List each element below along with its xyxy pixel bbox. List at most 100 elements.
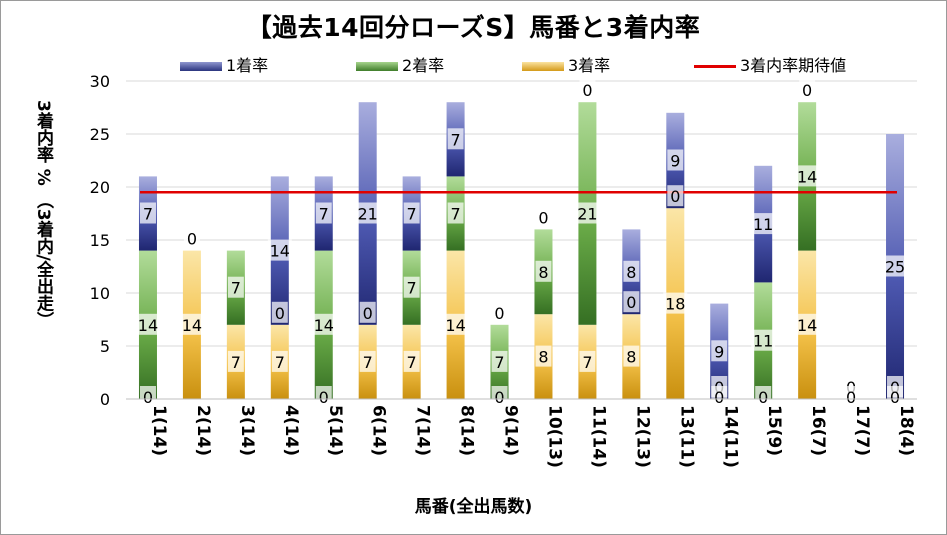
data-label-plate	[535, 345, 552, 367]
x-tick-label: 3(14)	[237, 405, 257, 456]
data-label: 0	[758, 388, 768, 407]
data-label: 0	[363, 304, 373, 323]
data-label: 14	[797, 316, 817, 335]
data-label-plate	[667, 185, 684, 207]
data-label: 7	[407, 205, 417, 224]
data-label-plate	[403, 202, 420, 224]
data-label: 14	[270, 242, 290, 261]
y-tick-label: 10	[90, 284, 110, 303]
data-label-plate	[883, 255, 908, 277]
legend-item-first: 1着率	[180, 52, 268, 76]
data-label: 0	[538, 208, 548, 227]
data-label-plate	[667, 149, 684, 171]
x-tick-label: 1(14)	[149, 405, 169, 456]
data-label: 7	[143, 205, 153, 224]
data-label: 11	[753, 215, 773, 234]
data-label-plate	[447, 202, 464, 224]
data-label: 0	[143, 388, 153, 407]
x-tick-label: 8(14)	[457, 405, 477, 456]
legend-label-first: 1着率	[226, 56, 269, 75]
data-label-plate	[711, 386, 728, 407]
legend-label-third: 3着率	[568, 56, 611, 75]
data-label-plate	[711, 340, 728, 362]
data-label-plate	[355, 202, 380, 224]
data-label-plate	[623, 291, 640, 313]
data-label: 14	[314, 316, 334, 335]
data-label: 14	[445, 316, 465, 335]
x-tick-label: 16(7)	[808, 405, 828, 456]
legend-swatch-second	[356, 62, 398, 71]
y-tick-label: 30	[90, 72, 110, 91]
data-label: 0	[714, 388, 724, 407]
data-label: 0	[319, 388, 329, 407]
y-tick-label: 20	[90, 178, 110, 197]
data-label-plate	[359, 350, 376, 372]
data-label-plate	[403, 276, 420, 298]
legend-item-second: 2着率	[356, 52, 444, 76]
data-label-plate	[139, 202, 156, 224]
data-label-plate	[663, 292, 688, 314]
x-tick-label: 12(13)	[632, 405, 652, 468]
data-label-plate	[843, 386, 860, 407]
legend-item-expected: 3着内率期待値	[694, 52, 846, 76]
data-label-plate	[751, 329, 776, 351]
data-label-plate	[535, 260, 552, 282]
y-tick-label: 15	[90, 231, 110, 250]
data-label-plate	[135, 313, 160, 335]
data-label: 0	[626, 293, 636, 312]
data-label-plate	[359, 301, 376, 323]
data-label-plate	[623, 345, 640, 367]
data-label: 0	[846, 388, 856, 407]
data-label: 7	[582, 353, 592, 372]
data-label: 14	[138, 316, 158, 335]
data-label-plate	[795, 313, 820, 335]
legend-line-expected	[694, 65, 736, 68]
data-label: 14	[182, 316, 202, 335]
data-label-plate	[579, 79, 596, 101]
axis-layer: 0 5 10 15 20 25 30 1(14) 2(14) 3(14) 4(14) 5(14) 6(1…	[90, 72, 917, 468]
data-label: 7	[231, 279, 241, 298]
data-label: 0	[187, 230, 197, 249]
data-label: 0	[802, 81, 812, 100]
data-label-plate	[227, 276, 244, 298]
data-label: 21	[577, 205, 597, 224]
x-tick-label: 14(11)	[720, 405, 740, 468]
data-label-plate	[271, 350, 288, 372]
data-label: 0	[670, 187, 680, 206]
data-label-plate	[315, 202, 332, 224]
data-label: 21	[358, 205, 378, 224]
y-tick-label: 25	[90, 125, 110, 144]
data-label: 7	[275, 353, 285, 372]
x-tick-label: 4(14)	[281, 405, 301, 456]
data-label-plate	[887, 386, 904, 407]
x-tick-label: 11(14)	[588, 405, 608, 468]
data-label-plate	[623, 260, 640, 282]
data-label: 7	[450, 130, 460, 149]
legend-item-third: 3着率	[522, 52, 610, 76]
data-label-plate	[491, 301, 508, 323]
label-layer: 14 7 0 14 0 7 7 7 0 14 14 7 0 7 0 21 7 7 7 14 7 7 7 0 0 8 8 0 7 21 0 8 0…	[135, 79, 908, 407]
data-label: 9	[714, 342, 724, 361]
data-label-plate	[795, 165, 820, 187]
data-label: 8	[626, 263, 636, 282]
data-label-plate	[271, 301, 288, 323]
bar-layer	[138, 102, 905, 399]
data-label-plate	[755, 386, 772, 407]
x-tick-label: 18(4)	[896, 405, 916, 456]
data-label: 7	[494, 353, 504, 372]
data-label-plate	[751, 213, 776, 235]
data-label: 7	[363, 353, 373, 372]
data-label: 8	[538, 348, 548, 367]
data-label: 18	[665, 295, 685, 314]
legend-swatch-first	[180, 62, 222, 71]
data-label-plate	[535, 206, 552, 228]
data-label-plate	[267, 239, 292, 261]
data-label: 0	[494, 304, 504, 323]
x-axis-title: 馬番(全出馬数)	[414, 497, 533, 517]
data-label-plate	[183, 227, 200, 249]
y-axis-title: 3着内率 % （3着内/全出走）	[33, 100, 53, 329]
legend-swatch-third	[522, 62, 564, 71]
x-tick-label: 9(14)	[501, 405, 521, 456]
data-label: 9	[670, 152, 680, 171]
